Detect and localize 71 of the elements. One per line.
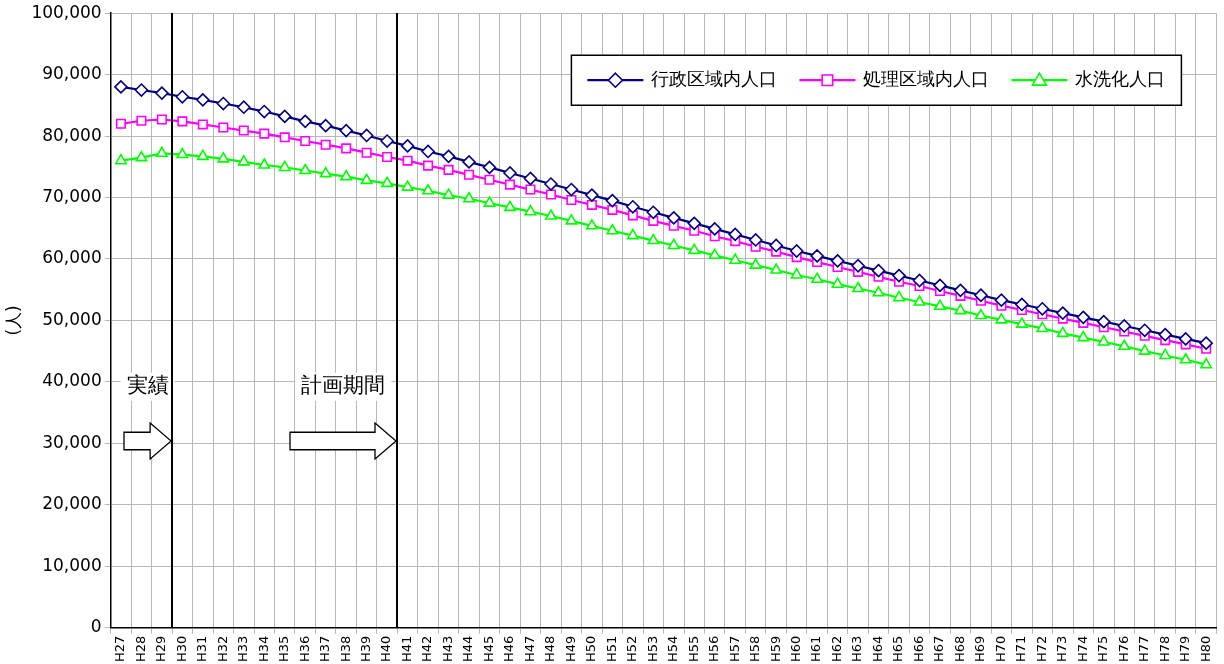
x-tick-label: H70 xyxy=(992,635,1008,663)
x-tick-label: H59 xyxy=(767,635,783,663)
x-tick-label: H68 xyxy=(951,635,967,663)
x-tick-label: H50 xyxy=(583,635,599,663)
y-tick-label: 50,000 xyxy=(42,308,102,329)
x-tick-label: H48 xyxy=(542,635,558,663)
x-tick-label: H54 xyxy=(665,635,681,663)
x-tick-label: H40 xyxy=(378,635,394,663)
x-tick-label: H49 xyxy=(562,635,578,663)
x-tick-label: H60 xyxy=(788,635,804,663)
x-tick-label: H38 xyxy=(337,635,353,663)
y-tick-label: 70,000 xyxy=(42,185,102,206)
x-tick-label: H61 xyxy=(808,635,824,663)
annotation: 計画期間 xyxy=(301,373,386,398)
x-tick-label: H43 xyxy=(439,635,455,663)
y-tick-label: 10,000 xyxy=(42,554,102,575)
x-tick-label: H55 xyxy=(685,635,701,663)
x-tick-label: H69 xyxy=(972,635,988,663)
x-tick-label: H41 xyxy=(398,635,414,663)
x-tick-label: H46 xyxy=(501,635,517,663)
x-tick-label: H35 xyxy=(276,635,292,663)
x-tick-label: H71 xyxy=(1013,635,1029,663)
x-tick-label: H30 xyxy=(173,635,189,663)
x-tick-label: H28 xyxy=(132,635,148,663)
x-tick-label: H31 xyxy=(194,635,210,663)
legend-label: 処理区域内人口 xyxy=(863,67,990,89)
y-tick-label: 20,000 xyxy=(42,493,102,514)
x-tick-label: H74 xyxy=(1074,635,1090,663)
x-tick-label: H65 xyxy=(890,635,906,663)
x-tick-label: H58 xyxy=(747,635,763,663)
x-tick-label: H66 xyxy=(910,635,926,663)
y-tick-label: 0 xyxy=(90,616,102,637)
x-tick-label: H39 xyxy=(358,635,374,663)
x-tick-label: H29 xyxy=(153,635,169,663)
x-tick-label: H76 xyxy=(1115,635,1131,663)
y-tick-label: 80,000 xyxy=(42,124,102,145)
x-tick-label: H62 xyxy=(828,635,844,663)
x-tick-label: H27 xyxy=(112,635,128,663)
x-tick-label: H80 xyxy=(1197,635,1213,663)
x-tick-label: H47 xyxy=(521,635,537,663)
x-tick-label: H63 xyxy=(849,635,865,663)
x-tick-label: H75 xyxy=(1095,635,1111,663)
x-tick-label: H42 xyxy=(419,635,435,663)
legend-label: 水洗化人口 xyxy=(1075,67,1166,89)
y-tick-label: 40,000 xyxy=(42,370,102,391)
legend-label: 行政区域内人口 xyxy=(651,67,778,89)
x-tick-label: H64 xyxy=(869,635,885,663)
x-tick-label: H52 xyxy=(624,635,640,663)
x-tick-label: H33 xyxy=(235,635,251,663)
x-tick-label: H37 xyxy=(317,635,333,663)
x-tick-label: H72 xyxy=(1033,635,1049,663)
y-tick-label: 100,000 xyxy=(31,1,102,22)
x-tick-label: H53 xyxy=(644,635,660,663)
x-tick-label: H51 xyxy=(603,635,619,663)
x-tick-label: H79 xyxy=(1177,635,1193,663)
x-tick-label: H36 xyxy=(296,635,312,663)
x-tick-label: H67 xyxy=(931,635,947,663)
x-tick-label: H56 xyxy=(706,635,722,663)
y-tick-label: 30,000 xyxy=(42,431,102,452)
x-tick-label: H32 xyxy=(214,635,230,663)
x-tick-label: H73 xyxy=(1054,635,1070,663)
x-tick-label: H77 xyxy=(1136,635,1152,663)
y-tick-label: 90,000 xyxy=(42,63,102,84)
annotation: 実績 xyxy=(126,373,169,398)
x-tick-label: H78 xyxy=(1156,635,1172,663)
y-tick-label: 60,000 xyxy=(42,247,102,268)
x-tick-label: H57 xyxy=(726,635,742,663)
y-axis-title: (人) xyxy=(2,305,23,336)
x-tick-label: H44 xyxy=(460,635,476,663)
x-tick-label: H45 xyxy=(480,635,496,663)
x-tick-label: H34 xyxy=(255,635,271,663)
